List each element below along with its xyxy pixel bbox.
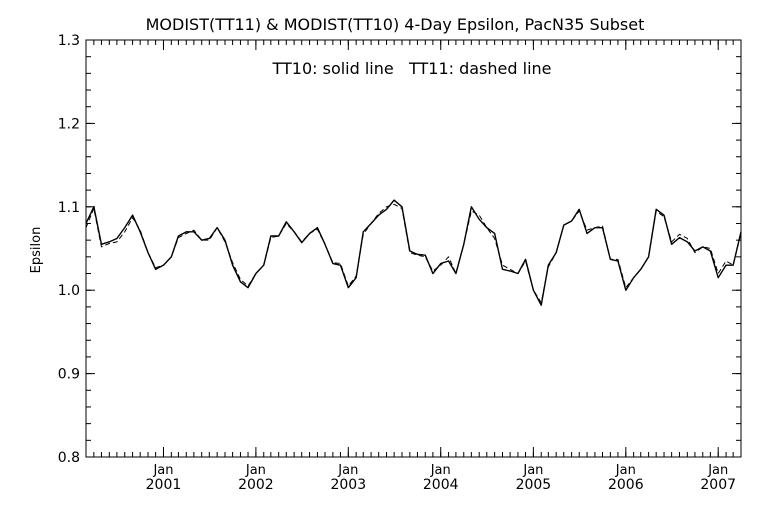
axes: 0.80.91.01.11.21.3Jan2001Jan2002Jan2003J… [58, 33, 742, 493]
y-tick-label: 1.2 [58, 116, 80, 132]
x-tick-year-label: 2001 [146, 477, 182, 493]
y-tick-label: 1.1 [58, 200, 80, 216]
y-tick-label: 0.9 [58, 367, 80, 383]
x-tick-month-label: Jan [615, 463, 636, 478]
series-line-tt10 [85, 199, 742, 306]
x-tick-year-label: 2002 [238, 477, 274, 493]
series-line-tt11 [85, 203, 742, 304]
x-tick-year-label: 2006 [608, 477, 644, 493]
x-tick-year-label: 2003 [330, 477, 366, 493]
series-legend-annotation: TT10: solid line TT11: dashed line [272, 59, 552, 78]
x-tick-month-label: Jan [430, 463, 451, 478]
y-tick-label: 1.3 [58, 33, 80, 49]
y-tick-label: 0.8 [58, 450, 80, 466]
y-axis-label: Epsilon [29, 227, 44, 274]
x-tick-year-label: 2005 [516, 477, 552, 493]
x-tick-month-label: Jan [522, 463, 543, 478]
y-tick-label: 1.0 [58, 283, 80, 299]
x-tick-month-label: Jan [707, 463, 728, 478]
x-tick-year-label: 2004 [423, 477, 459, 493]
x-tick-month-label: Jan [152, 463, 173, 478]
x-tick-month-label: Jan [337, 463, 358, 478]
plot-frame [85, 39, 742, 458]
x-tick-month-label: Jan [245, 463, 266, 478]
x-tick-year-label: 2007 [700, 477, 736, 493]
series-layer [85, 199, 742, 306]
chart-title: MODIST(TT11) & MODIST(TT10) 4-Day Epsilo… [146, 15, 645, 34]
